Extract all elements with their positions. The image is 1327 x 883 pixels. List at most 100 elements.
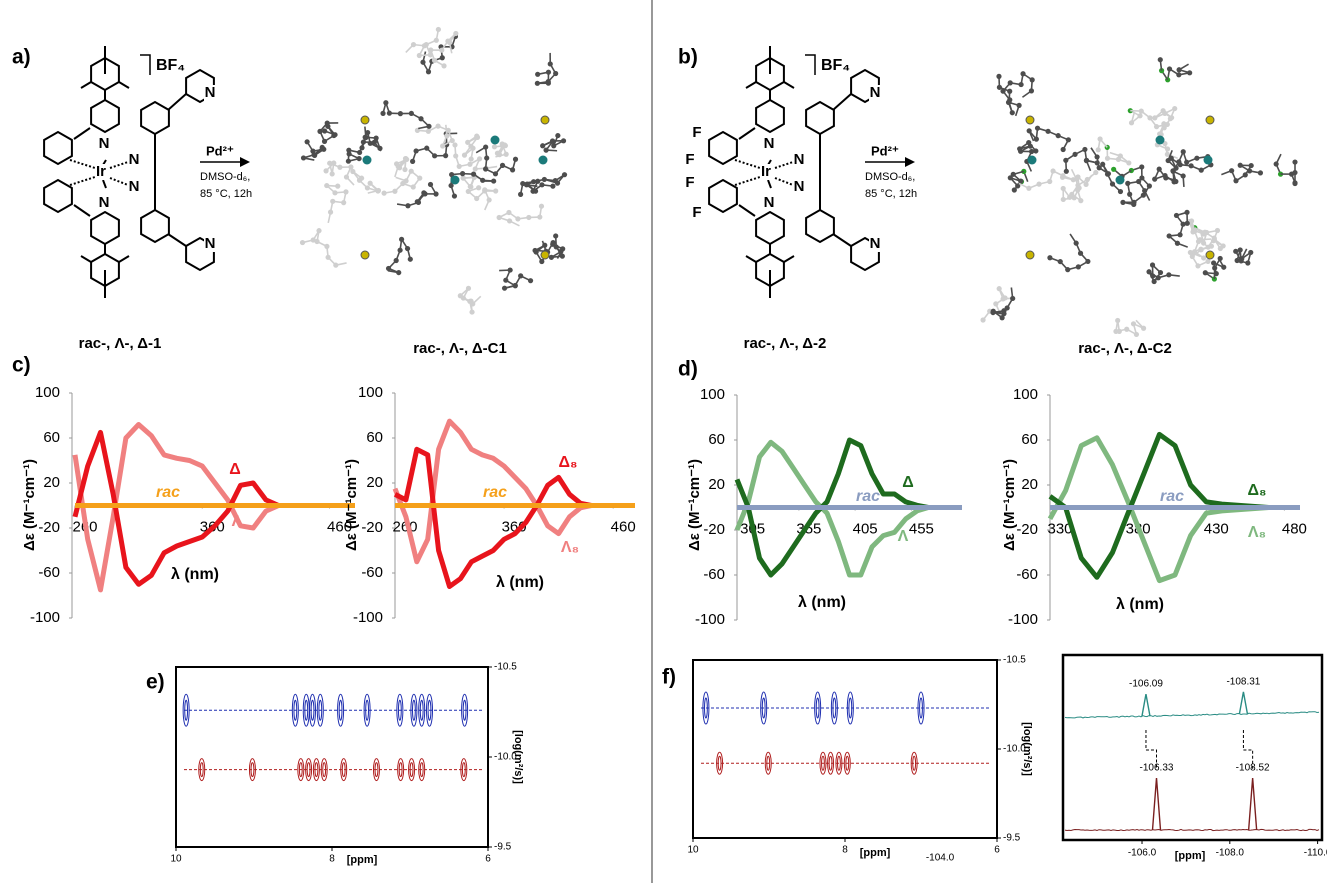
cage-atom (1033, 148, 1038, 153)
cage-atom (1218, 256, 1223, 261)
y-tick-label: -60 (1016, 566, 1038, 583)
series-label: Λ₈ (1248, 524, 1266, 541)
ligand-label: rac-, Λ-, Δ-2 (744, 335, 827, 352)
cage-atom (492, 144, 497, 149)
cage-atom (452, 193, 457, 198)
y-tick-label: -9.5 (494, 842, 512, 853)
series-label: Δ (229, 461, 241, 478)
cage-atom (1093, 170, 1098, 175)
y-tick-label: -9.5 (1003, 833, 1021, 844)
cage-atom (452, 142, 457, 147)
cage-ir (541, 251, 549, 259)
atom-label: N (870, 84, 881, 101)
anion: BF₄ (821, 57, 850, 74)
atom-label: N (99, 135, 110, 152)
y-tick-label: 20 (1021, 476, 1038, 493)
cage-atom (1047, 255, 1052, 260)
anion: BF₄ (156, 57, 185, 74)
atom-label: N (764, 194, 775, 211)
y-tick-label: -20 (1016, 521, 1038, 538)
cage-atom (1067, 195, 1072, 200)
series-label: rac (156, 484, 180, 501)
y-axis-label: [log(m²/s)] (1021, 722, 1033, 776)
cage-atom (394, 161, 399, 166)
atom-label: N (794, 178, 805, 195)
series-label: rac (856, 488, 880, 505)
ligand-label: rac-, Λ-, Δ-1 (79, 335, 162, 352)
y-tick-label: 100 (1013, 386, 1038, 403)
cage-atom (980, 317, 985, 322)
cage-pd (491, 136, 500, 145)
cage-pd (1204, 156, 1213, 165)
cage-atom (335, 184, 340, 189)
cage-atom (539, 204, 544, 209)
y-axis-label: [log(m²/s)] (512, 730, 524, 784)
atom-label: N (870, 235, 881, 252)
cage-pd (363, 156, 372, 165)
cage-label: rac-, Λ-, Δ-C1 (413, 340, 507, 357)
cage-atom (553, 233, 558, 238)
x-tick-label: 430 (1204, 520, 1229, 537)
y-tick-label: 20 (708, 476, 725, 493)
cage-atom (1165, 146, 1170, 151)
y-tick-label: 60 (43, 429, 60, 446)
panel-label: d) (678, 358, 698, 381)
cage-label: rac-, Λ-, Δ-C2 (1078, 340, 1172, 357)
cage-atom (468, 299, 473, 304)
cage-atom (436, 27, 441, 32)
series-label: rac (483, 484, 507, 501)
cage-atom (1201, 255, 1206, 260)
cage-atom (1205, 259, 1210, 264)
x-tick-label: 8 (329, 854, 335, 865)
peak-label: -108.31 (1226, 676, 1260, 687)
panel-label: a) (12, 46, 31, 69)
x-tick-label: 6 (485, 854, 491, 865)
y-axis-label: Δε (M⁻¹cm⁻¹) (1001, 459, 1018, 551)
x-tick-label: -106.0 (1128, 848, 1157, 859)
y-tick-label: -60 (361, 564, 383, 581)
cage-atom (365, 130, 370, 135)
cage-atom (323, 168, 328, 173)
y-tick-label: 20 (366, 474, 383, 491)
x-axis-label: λ (nm) (171, 566, 219, 583)
cage-atom (410, 159, 415, 164)
x-tick-label: 6 (994, 845, 1000, 856)
atom-label: N (99, 194, 110, 211)
cage-atom (1185, 221, 1190, 226)
cage-ir (361, 251, 369, 259)
y-tick-label: -10.5 (494, 662, 517, 673)
y-tick-label: 100 (700, 386, 725, 403)
y-tick-label: 100 (35, 384, 60, 401)
x-axis-label: [ppm] (1175, 850, 1206, 862)
x-axis-label: [ppm] (347, 854, 378, 866)
y-tick-label: 60 (1021, 431, 1038, 448)
atom-label: F (685, 151, 694, 168)
cage-atom (1258, 170, 1263, 175)
cage-atom (1118, 189, 1123, 194)
cage-atom (1131, 200, 1136, 205)
series-label: Λ (898, 528, 909, 545)
cage-atom (305, 139, 310, 144)
cage-pd (1156, 136, 1165, 145)
atom-label: F (685, 174, 694, 191)
conditions: 85 °C, 12h (200, 188, 252, 200)
cage-atom (381, 191, 386, 196)
series-label: Λ (232, 513, 243, 530)
cage-pd (451, 176, 460, 185)
cage-atom (1064, 169, 1069, 174)
cage-atom (1105, 172, 1110, 177)
conditions: 85 °C, 12h (865, 188, 917, 200)
y-tick-label: -20 (361, 519, 383, 536)
background (0, 0, 1327, 883)
y-tick-label: -60 (38, 564, 60, 581)
cage-atom (441, 63, 446, 68)
cage-ir (361, 116, 369, 124)
cage-ir (541, 116, 549, 124)
cage-pd (1116, 176, 1125, 185)
y-tick-label: 60 (708, 431, 725, 448)
cage-ir (1026, 251, 1034, 259)
y-axis-label: Δε (M⁻¹cm⁻¹) (686, 459, 703, 551)
panel-label: b) (678, 46, 698, 69)
cage-atom (1173, 179, 1178, 184)
annotation: -104.0 (926, 853, 955, 864)
